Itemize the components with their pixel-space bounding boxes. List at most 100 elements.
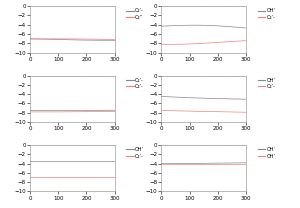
O₂ʹ- [244, 111, 248, 114]
O₂ʹ- [79, 176, 82, 179]
Line: O₂ʹʹ: O₂ʹʹ [30, 39, 115, 40]
OHʹ [160, 162, 163, 165]
O₂ʹ- [236, 111, 240, 113]
O₂ʹ- [105, 110, 109, 113]
OHʹ [244, 162, 248, 164]
OHʹ [210, 24, 214, 27]
O₂ʹ- [34, 109, 38, 112]
O₂ʹ- [160, 109, 163, 112]
OHʹ [160, 25, 163, 27]
OHʹ [160, 95, 163, 98]
Legend: O₂ʹ-, O₂ʹʹ: O₂ʹ-, O₂ʹʹ [126, 8, 145, 20]
O₂ʹʹ [105, 38, 109, 41]
O₂ʹ- [244, 40, 248, 42]
OHʹ [231, 162, 235, 164]
Line: O₂ʹ-: O₂ʹ- [30, 39, 115, 40]
Legend: OHʹ, O₂ʹ-: OHʹ, O₂ʹ- [257, 8, 276, 20]
O₂ʹ- [79, 109, 83, 112]
O₂ʹ- [105, 176, 109, 179]
O₂ʹ- [79, 110, 82, 113]
OHʹ [113, 160, 116, 162]
O₂ʹ- [28, 109, 32, 112]
O₂ʹ- [210, 110, 214, 113]
O₂ʹʹ [113, 38, 116, 41]
OHʹ [160, 95, 164, 98]
OHʹ [28, 160, 32, 162]
O₂ʹʹ [28, 38, 32, 40]
OHʹ [210, 24, 214, 27]
OHʹ [210, 162, 213, 165]
OHʹ [244, 98, 248, 100]
O₂ʹ- [111, 39, 114, 42]
OHʹ [212, 24, 215, 27]
OHʹ [244, 163, 248, 166]
Legend: OHʹ, OHʹ: OHʹ, OHʹ [257, 147, 276, 159]
O₂ʹ- [78, 176, 82, 179]
OHʹ [105, 160, 109, 162]
O₂ʹ- [80, 176, 84, 179]
OHʹ [212, 163, 215, 166]
OHʹ [210, 163, 214, 166]
Line: O₂ʹ-: O₂ʹ- [30, 111, 115, 112]
OHʹ [79, 160, 82, 162]
O₂ʹ- [28, 109, 32, 112]
O₂ʹ- [80, 39, 84, 41]
O₂ʹ- [80, 110, 84, 113]
OHʹ [28, 160, 32, 162]
O₂ʹ- [100, 39, 103, 42]
OHʹ [236, 98, 240, 100]
O₂ʹ- [100, 110, 103, 113]
OHʹ [210, 97, 214, 100]
OHʹ [78, 160, 82, 162]
OHʹ [160, 25, 164, 27]
OHʹ [236, 162, 240, 164]
O₂ʹʹ [79, 38, 82, 40]
OHʹ [210, 163, 214, 166]
OHʹ [211, 97, 215, 100]
OHʹ [237, 163, 240, 166]
OHʹ [244, 27, 248, 29]
O₂ʹ- [79, 110, 83, 113]
O₂ʹ- [113, 109, 116, 111]
O₂ʹ- [210, 42, 214, 44]
Legend: O₂ʹ-, O₂ʹ-: O₂ʹ-, O₂ʹ- [126, 77, 145, 90]
O₂ʹʹ [80, 38, 84, 40]
OHʹ [100, 160, 103, 162]
O₂ʹ- [160, 43, 164, 46]
OHʹ [80, 160, 84, 162]
O₂ʹ- [237, 40, 240, 42]
Line: O₂ʹ-: O₂ʹ- [161, 41, 246, 44]
O₂ʹ- [105, 109, 109, 111]
OHʹ [210, 162, 214, 165]
Line: OHʹ: OHʹ [161, 25, 246, 28]
OHʹ [203, 163, 207, 166]
OHʹ [160, 162, 164, 165]
O₂ʹʹ [56, 38, 60, 40]
O₂ʹʹ [79, 38, 83, 40]
OHʹ [210, 97, 213, 100]
O₂ʹ- [79, 109, 82, 112]
O₂ʹ- [113, 176, 116, 179]
O₂ʹ- [231, 111, 235, 113]
O₂ʹ- [113, 39, 116, 42]
O₂ʹ- [160, 43, 163, 46]
OHʹ [237, 26, 240, 29]
O₂ʹ- [231, 40, 235, 43]
Legend: OHʹ, O₂ʹ-: OHʹ, O₂ʹ- [126, 147, 145, 159]
OHʹ [211, 162, 215, 165]
O₂ʹ- [28, 176, 32, 179]
O₂ʹ- [212, 41, 215, 44]
O₂ʹ- [37, 111, 40, 113]
O₂ʹ- [210, 42, 214, 44]
O₂ʹ- [78, 39, 82, 41]
Line: OHʹ: OHʹ [161, 97, 246, 99]
OHʹ [160, 163, 163, 166]
O₂ʹ- [105, 39, 109, 42]
Legend: OHʹ, O₂ʹ-: OHʹ, O₂ʹ- [257, 77, 276, 90]
O₂ʹ- [80, 109, 84, 112]
O₂ʹ- [28, 111, 32, 113]
O₂ʹʹ [28, 38, 32, 40]
O₂ʹ- [79, 39, 82, 41]
O₂ʹ- [170, 43, 173, 46]
O₂ʹ- [28, 176, 32, 179]
